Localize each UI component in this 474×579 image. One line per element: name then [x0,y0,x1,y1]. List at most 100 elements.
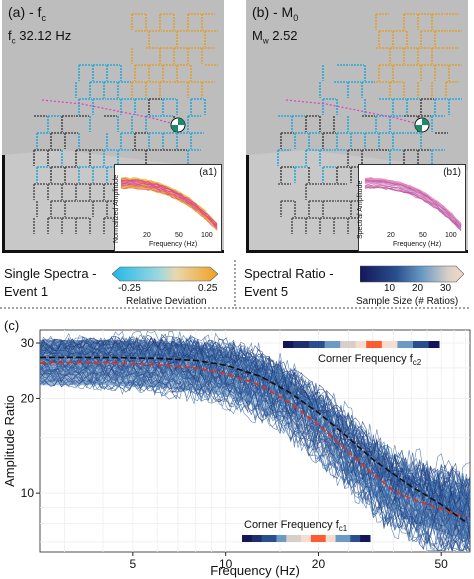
legend-left-caption: Relative Deviation [126,296,207,307]
ratio-curve [39,355,471,536]
inset-curve [364,186,462,231]
heat-cell [345,535,351,542]
ratio-curve [39,362,471,547]
legend-right-tick-20: 20 [412,283,424,294]
inset-b1: (b1) Spectral Amplitude Frequency (Hz) 2… [357,164,466,252]
inset-b1-xtick-1: 20 [387,232,395,239]
ratio-curve [39,375,471,551]
heat-cell [360,535,366,542]
heat-cell [324,341,331,348]
ratio-curve [39,333,471,501]
inset-curve [120,186,218,231]
ray-path [285,99,419,125]
heat-cell [371,341,378,348]
heat-cell [271,535,277,542]
inset-curve [121,185,218,230]
inset-a1-curves [120,176,218,231]
ratio-curve [39,368,471,544]
mean-line-black [40,356,467,523]
legend-divider [234,260,470,309]
heat-cell [376,341,383,348]
inset-a1-xtick-1: 20 [143,232,151,239]
heat-cell [293,341,300,348]
legend-left-colorbar [112,266,218,282]
heat-cell [261,535,268,542]
legend-right-caption: Sample Size (# Ratios) [356,296,459,307]
fc1-heat-strip [242,535,371,542]
ratio-curve [39,351,471,518]
y-axis-label: Amplitude Ratio [2,395,17,487]
heat-cell [281,535,287,542]
inset-b1-ylabel: Spectral Amplitude [357,180,364,239]
inset-curve [364,184,462,229]
legend-right-title-line2: Event 5 [244,284,289,299]
heat-cell [366,341,372,348]
heat-cell [306,535,312,542]
panel-b-label: (b) - M0 [252,4,299,23]
inset-b1-xtick-2: 50 [419,232,427,239]
mean-line-red [40,361,466,518]
heat-cell [365,535,371,542]
chart-c: 5 10 20 50 10 20 30 Amplitude Ratio Frequency … [2,329,471,578]
legend-left-title: Single Spectra - Event 1 [4,265,97,301]
inset-curve [364,181,462,228]
inset-curve [364,180,462,227]
heat-cell [319,341,326,348]
panel-a-value: fc 32.12 Hz [8,28,72,46]
inset-curve [120,177,218,224]
heat-cell [418,341,424,348]
inset-curve [364,177,462,225]
legend-divider-left [0,307,234,309]
inset-a1-xlabel: Frequency (Hz) [149,241,198,248]
panel-a-label: (a) - fc [8,4,46,23]
x-tick-label: 20 [312,557,326,571]
ratio-curve [39,336,471,496]
legend-right-tick-10: 10 [384,283,396,294]
heat-cell [335,535,341,542]
legend-left-title-line2: Event 1 [4,284,49,299]
heat-cell [355,535,361,542]
fc1-label: Corner Frequency fc1 [244,519,348,533]
y-tick-label: 30 [21,336,35,350]
heat-cell [310,535,317,542]
legend-right-tick-30: 30 [440,283,452,294]
heat-cell [256,535,263,542]
inset-b1-curves [364,176,462,231]
heat-cell [320,535,327,542]
heat-cell [276,535,282,542]
inset-b1-xlabel: Frequency (Hz) [393,241,442,248]
map-panel-b: (b) - M0 Mw 2.52 (b1) Spectral Amplitude… [246,0,468,253]
heat-cell [407,341,414,348]
legend-right-title: Spectral Ratio - Event 5 [244,265,334,301]
heat-cell [387,341,393,348]
heat-cell [286,535,292,542]
x-axis-label: Frequency (Hz) [210,563,300,578]
ratio-curve [39,336,471,500]
mean-lines [40,356,467,523]
ratio-curve [39,375,470,552]
axis-ticks: 5 10 20 50 10 20 30 [21,336,449,571]
heat-cell [350,535,356,542]
panel-b-value: Mw 2.52 [252,28,298,46]
heat-cell [433,341,440,348]
heat-cell [335,341,341,348]
ratio-curve [39,376,471,552]
legend-left-tick-max: 0.25 [198,283,218,294]
heat-cell [402,341,409,348]
x-tick-label: 10 [219,557,233,571]
heat-cell [251,535,258,542]
ratio-curve [39,342,471,509]
heat-cell [340,341,346,348]
legend-right-title-line1: Spectral Ratio - [244,266,334,281]
heat-cell [266,535,273,542]
y-tick-label: 10 [21,486,35,500]
heat-cell [296,535,302,542]
ratio-curve [39,361,471,548]
legend-left-title-line1: Single Spectra - [4,266,97,281]
heat-cell [423,341,430,348]
inset-curve [364,179,462,226]
inset-curve [120,178,218,225]
heat-cell [288,341,294,348]
fc2-label: Corner Frequency fc2 [318,353,422,367]
heat-cell [330,535,337,542]
